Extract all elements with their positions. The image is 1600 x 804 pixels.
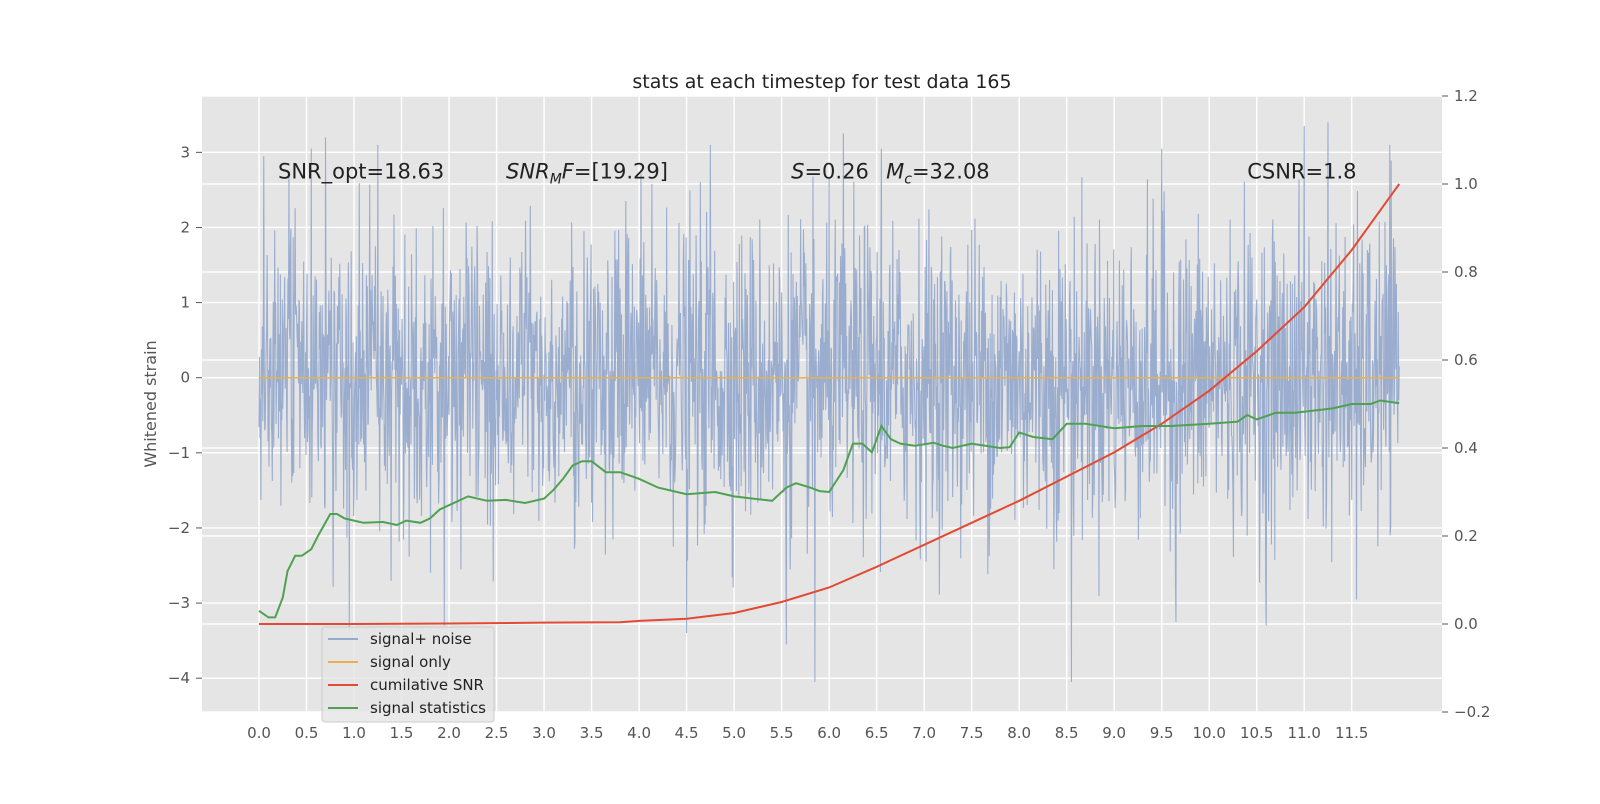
y-tick-label: 2 xyxy=(180,218,190,236)
x-tick-label: 10.5 xyxy=(1240,724,1273,742)
y2-tick-label: 0.0 xyxy=(1454,615,1478,633)
x-tick-label: 3.0 xyxy=(532,724,556,742)
y2-tick-label: 0.6 xyxy=(1454,351,1478,369)
y-tick-label: −4 xyxy=(168,669,190,687)
x-tick-label: 1.0 xyxy=(342,724,366,742)
x-tick-label: 5.5 xyxy=(770,724,794,742)
x-tick-label: 6.5 xyxy=(865,724,889,742)
x-tick-label: 8.5 xyxy=(1055,724,1079,742)
y-tick-label: 0 xyxy=(180,369,190,387)
x-tick-label: 7.0 xyxy=(912,724,936,742)
y2-tick-label: 0.4 xyxy=(1454,439,1478,457)
y-tick-label: 3 xyxy=(180,143,190,161)
x-tick-label: 2.0 xyxy=(437,724,461,742)
y-tick-label: −3 xyxy=(168,594,190,612)
x-tick-label: 11.0 xyxy=(1288,724,1321,742)
x-tick-label: 9.5 xyxy=(1150,724,1174,742)
legend-label-signal-statistics: signal statistics xyxy=(370,699,486,717)
x-tick-label: 4.5 xyxy=(675,724,699,742)
legend-label-cumulative-snr: cumilative SNR xyxy=(370,676,484,694)
y2-tick-label: 1.2 xyxy=(1454,87,1478,105)
annotation-layer: SNR_opt=18.63 SNRMF=[19.29] S=0.26 Mc=32.08… xyxy=(278,160,1356,188)
x-tick-label: 3.5 xyxy=(580,724,604,742)
x-tick-label: 11.5 xyxy=(1335,724,1368,742)
legend: signal+ noise signal only cumilative SNR si… xyxy=(321,626,495,723)
annotation-mc: Mc=32.08 xyxy=(886,160,990,188)
series-signal-noise-line xyxy=(258,122,1400,682)
tick-layer: 0.0 0.5 1.0 1.5 2.0 2.5 3.0 3.5 4.0 4.5 5.0 5.5 6.0 6… xyxy=(168,87,1491,742)
y-tick-label: −2 xyxy=(168,519,190,537)
series-layer xyxy=(258,122,1401,682)
x-tick-label: 9.0 xyxy=(1102,724,1126,742)
x-tick-label: 2.5 xyxy=(485,724,509,742)
x-tick-label: 1.5 xyxy=(390,724,414,742)
y2-tick-label: −0.2 xyxy=(1454,703,1490,721)
x-tick-label: 0.5 xyxy=(295,724,319,742)
legend-box xyxy=(321,626,495,723)
annotation-snr-opt: SNR_opt=18.63 xyxy=(278,160,444,185)
y2-tick-label: 0.2 xyxy=(1454,527,1478,545)
x-tick-label: 6.0 xyxy=(817,724,841,742)
annotation-snr-mf: SNRMF=[19.29] xyxy=(506,160,668,188)
x-tick-label: 10.0 xyxy=(1193,724,1226,742)
annotation-s-stat: S=0.26 xyxy=(791,160,869,184)
x-tick-label: 7.5 xyxy=(960,724,984,742)
y-axis-label: Whitened strain xyxy=(141,340,160,467)
y-tick-label: 1 xyxy=(180,294,190,312)
y2-tick-label: 1.0 xyxy=(1454,175,1478,193)
chart-title: stats at each timestep for test data 165 xyxy=(632,71,1011,93)
x-tick-label: 4.0 xyxy=(627,724,651,742)
y-tick-label: −1 xyxy=(168,444,190,462)
series-signal-statistics-line xyxy=(258,399,1400,619)
x-tick-label: 0.0 xyxy=(247,724,271,742)
x-tick-label: 5.0 xyxy=(722,724,746,742)
legend-label-signal-only: signal only xyxy=(370,653,451,671)
x-tick-label: 8.0 xyxy=(1007,724,1031,742)
legend-label-signal-noise: signal+ noise xyxy=(370,630,472,648)
annotation-csnr: CSNR=1.8 xyxy=(1247,160,1356,184)
y2-tick-label: 0.8 xyxy=(1454,263,1478,281)
series-cumulative-snr-line xyxy=(259,183,1401,625)
